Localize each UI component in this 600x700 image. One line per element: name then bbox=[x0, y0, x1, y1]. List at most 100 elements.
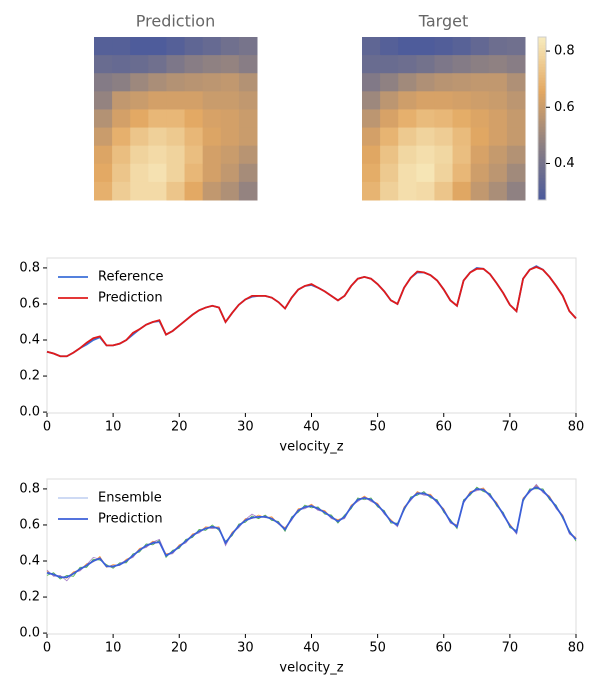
heatmap-cell bbox=[184, 73, 204, 92]
x-tick-label: 60 bbox=[435, 420, 452, 435]
heatmap-cell bbox=[380, 37, 399, 56]
heatmap-cell bbox=[434, 145, 454, 165]
x-tick-label: 60 bbox=[435, 641, 452, 656]
heatmap-cell bbox=[470, 127, 490, 147]
x-tick-label: 0 bbox=[43, 420, 51, 435]
heatmap-cell bbox=[148, 37, 167, 56]
colorbar-step bbox=[538, 118, 546, 122]
x-tick-label: 50 bbox=[369, 641, 386, 656]
colorbar-step bbox=[538, 37, 546, 41]
heatmap-cell bbox=[166, 37, 186, 56]
x-tick-label: 10 bbox=[105, 420, 122, 435]
colorbar-step bbox=[538, 53, 546, 57]
heatmap-cell bbox=[166, 91, 186, 110]
x-axis-label: velocity_z bbox=[279, 661, 343, 676]
heatmap-cell bbox=[202, 181, 222, 201]
heatmap-cell bbox=[434, 91, 454, 110]
colorbar-step bbox=[538, 80, 546, 84]
heatmap-cell bbox=[238, 145, 258, 165]
legend-label: Prediction bbox=[98, 512, 163, 527]
heatmap-cell bbox=[220, 37, 240, 56]
heatmap-cell bbox=[506, 55, 526, 74]
x-axis-label: velocity_z bbox=[279, 440, 343, 455]
heatmap-cell bbox=[184, 91, 204, 110]
heatmap-cell bbox=[94, 73, 113, 92]
heatmap-cell bbox=[470, 91, 490, 110]
heatmap-cell bbox=[470, 163, 490, 183]
heatmap-cell bbox=[94, 181, 113, 201]
heatmap-cell bbox=[130, 37, 149, 56]
heatmap-cell bbox=[184, 109, 204, 129]
colorbar-step bbox=[538, 126, 546, 130]
heatmap-cell bbox=[94, 127, 113, 147]
heatmap-cell bbox=[238, 127, 258, 147]
colorbar-step bbox=[538, 186, 546, 190]
heatmap-cell bbox=[148, 55, 167, 74]
heatmap-cell bbox=[416, 163, 435, 183]
heatmap-cell bbox=[488, 145, 508, 165]
heatmap-cell bbox=[416, 109, 435, 129]
heatmap-cell bbox=[220, 91, 240, 110]
heatmap-cell bbox=[130, 109, 149, 129]
colorbar-step bbox=[538, 115, 546, 119]
heatmap-cell bbox=[220, 127, 240, 147]
colorbar-step bbox=[538, 161, 546, 166]
heatmap-cell bbox=[130, 127, 149, 147]
heatmap-cell bbox=[452, 127, 472, 147]
colorbar-step bbox=[538, 102, 546, 106]
heatmap-cell bbox=[166, 181, 186, 201]
heatmap-cell bbox=[398, 163, 417, 183]
heatmap-cell bbox=[112, 37, 131, 56]
heatmap-cell bbox=[238, 37, 258, 56]
heatmap-cell bbox=[130, 181, 149, 201]
heatmap-cell bbox=[488, 163, 508, 183]
heatmap-cell bbox=[220, 145, 240, 165]
heatmap-cell bbox=[130, 73, 149, 92]
chart-title: Prediction bbox=[136, 12, 215, 31]
heatmap-cell bbox=[112, 127, 131, 147]
colorbar-step bbox=[538, 164, 546, 168]
heatmap-cell bbox=[416, 127, 435, 147]
colorbar-step bbox=[538, 148, 546, 152]
colorbar-step bbox=[538, 167, 546, 171]
y-tick-label: 0.0 bbox=[19, 626, 40, 641]
heatmap-cell bbox=[148, 127, 167, 147]
heatmap-cell bbox=[202, 91, 222, 110]
y-tick-label: 0.2 bbox=[19, 369, 40, 384]
colorbar-step bbox=[538, 83, 546, 87]
colorbar-step bbox=[538, 123, 546, 128]
colorbar-step bbox=[538, 134, 546, 139]
colorbar-step bbox=[538, 121, 546, 125]
heatmap-cell bbox=[398, 73, 417, 92]
heatmap-cell bbox=[130, 163, 149, 183]
colorbar-step bbox=[538, 66, 546, 71]
y-tick-label: 0.0 bbox=[19, 405, 40, 420]
heatmap-cell bbox=[94, 91, 113, 110]
heatmap-cell bbox=[184, 163, 204, 183]
colorbar-tick-label: 0.4 bbox=[554, 156, 575, 171]
colorbar-step bbox=[538, 104, 546, 109]
heatmap-cell bbox=[380, 91, 399, 110]
x-tick-label: 70 bbox=[502, 420, 519, 435]
heatmap-cell bbox=[470, 109, 490, 129]
colorbar-step bbox=[538, 180, 546, 185]
colorbar-step bbox=[538, 96, 546, 100]
colorbar-step bbox=[538, 50, 546, 54]
heatmap-cell bbox=[166, 145, 186, 165]
heatmap-cell bbox=[112, 181, 131, 201]
x-tick-label: 40 bbox=[303, 641, 320, 656]
heatmap-cell bbox=[470, 37, 490, 56]
heatmap-cell bbox=[362, 91, 381, 110]
heatmap-cell bbox=[130, 145, 149, 165]
heatmap-cell bbox=[452, 145, 472, 165]
colorbar-tick-label: 0.6 bbox=[554, 100, 575, 115]
heatmap-cell bbox=[362, 73, 381, 92]
heatmap-cell bbox=[362, 127, 381, 147]
y-tick-label: 0.4 bbox=[19, 554, 40, 569]
heatmap-cell bbox=[434, 73, 454, 92]
colorbar-step bbox=[538, 110, 546, 114]
heatmap-cell bbox=[148, 91, 167, 110]
series-line bbox=[46, 266, 577, 358]
heatmap-cell bbox=[488, 91, 508, 110]
colorbar-step bbox=[538, 45, 546, 49]
